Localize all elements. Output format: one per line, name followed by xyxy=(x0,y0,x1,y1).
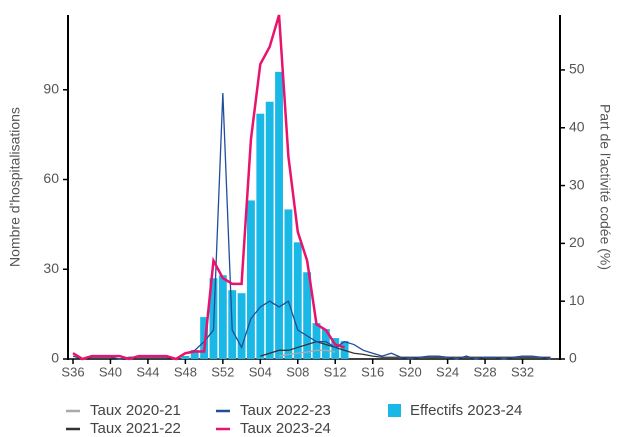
x-tick-label: S04 xyxy=(249,364,272,379)
bar xyxy=(275,71,283,360)
y-tick-label: 0 xyxy=(51,350,59,366)
bar xyxy=(218,275,227,359)
x-tick-label: S44 xyxy=(136,364,159,379)
line xyxy=(260,340,551,358)
line xyxy=(72,14,345,361)
legend-key xyxy=(388,404,401,417)
legend-label: Taux 2023-24 xyxy=(240,420,331,437)
x-tick-label: S08 xyxy=(286,364,309,379)
y2-tick-label: 50 xyxy=(569,61,585,77)
y2-tick-label: 30 xyxy=(569,176,585,192)
bar xyxy=(265,101,274,359)
y2-tick-label: 0 xyxy=(569,350,577,366)
y2-tick-label: 10 xyxy=(569,292,585,308)
bar xyxy=(303,272,312,359)
line xyxy=(72,93,551,360)
legend-label: Taux 2021-22 xyxy=(90,420,181,437)
bar xyxy=(237,293,246,359)
bar xyxy=(293,242,302,359)
y-tick-label: 60 xyxy=(43,170,59,186)
y2-tick-label: 20 xyxy=(569,234,585,250)
bar xyxy=(247,200,255,359)
legend-label: Taux 2020-21 xyxy=(90,402,181,419)
x-tick-label: S16 xyxy=(361,364,384,379)
y-tick-label: 90 xyxy=(43,80,59,96)
bar xyxy=(256,113,265,359)
x-tick-label: S12 xyxy=(324,364,347,379)
bar xyxy=(331,338,340,359)
legend-label: Effectifs 2023-24 xyxy=(410,402,522,419)
y2-tick-label: 40 xyxy=(569,118,585,134)
x-tick-label: S36 xyxy=(61,364,84,379)
bar xyxy=(200,317,209,359)
bar xyxy=(284,209,293,359)
y-tick-label: 30 xyxy=(43,260,59,276)
y2-axis-label: Part de l'activité codée (%) xyxy=(597,104,613,270)
x-tick-label: S24 xyxy=(436,364,459,379)
line xyxy=(278,349,336,357)
legend-label: Taux 2022-23 xyxy=(240,402,331,419)
x-tick-label: S40 xyxy=(99,364,122,379)
x-tick-label: S32 xyxy=(511,364,534,379)
bar xyxy=(181,356,190,359)
bar xyxy=(190,350,199,359)
x-tick-label: S48 xyxy=(174,364,197,379)
x-tick-label: S20 xyxy=(399,364,422,379)
x-tick-label: S52 xyxy=(211,364,234,379)
y-axis-label: Nombre d'hospitalisations xyxy=(7,107,23,267)
x-tick-label: S28 xyxy=(474,364,497,379)
